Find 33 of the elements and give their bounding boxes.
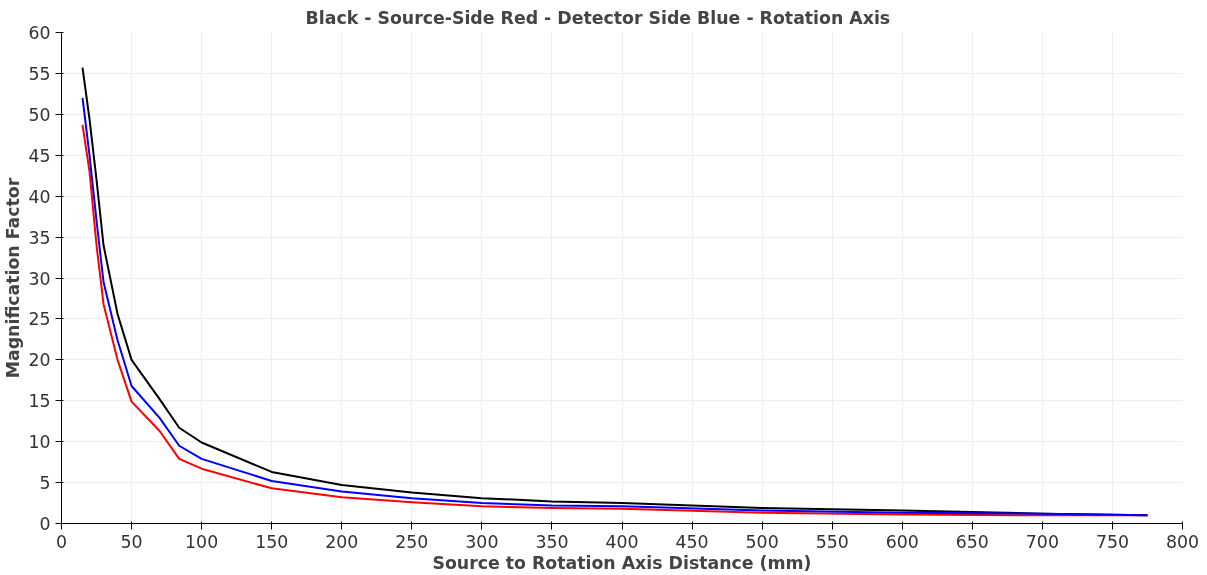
y-axis-title: Magnification Factor [3, 177, 24, 379]
x-tick-label: 300 [465, 531, 499, 552]
y-tick-label: 15 [28, 391, 51, 412]
y-tick-label: 55 [28, 63, 51, 84]
x-tick-label: 500 [745, 531, 779, 552]
y-tick-label: 40 [28, 186, 51, 207]
x-tick-label: 100 [185, 531, 219, 552]
x-tick-label: 450 [675, 531, 709, 552]
y-tick-label: 20 [28, 350, 51, 371]
x-tick-label: 250 [395, 531, 429, 552]
x-tick-label: 0 [55, 531, 68, 552]
y-tick-label: 10 [28, 432, 51, 453]
x-tick-label: 650 [955, 531, 989, 552]
x-tick-label: 750 [1095, 531, 1129, 552]
x-tick-label: 400 [605, 531, 639, 552]
y-tick-label: 60 [28, 23, 51, 43]
y-tick-label: 30 [28, 268, 51, 289]
y-tick-label: 0 [39, 514, 51, 534]
y-tick-label: 45 [28, 145, 51, 166]
y-tick-label: 5 [39, 473, 51, 494]
x-tick-label: 50 [120, 531, 143, 552]
x-tick-label: 150 [255, 531, 289, 552]
x-tick-label: 700 [1025, 531, 1059, 552]
y-tick-label: 35 [28, 227, 51, 248]
x-tick-label: 550 [815, 531, 849, 552]
x-tick-label: 600 [885, 531, 919, 552]
chart-title: Black - Source-Side Red - Detector Side Blue - Rotation Axis [305, 7, 891, 28]
y-tick-label: 50 [28, 104, 51, 125]
x-axis-title: Source to Rotation Axis Distance (mm) [432, 552, 812, 573]
x-tick-label: 800 [1165, 531, 1200, 552]
x-tick-label: 200 [325, 531, 359, 552]
x-tick-label: 350 [535, 531, 569, 552]
y-tick-label: 25 [28, 309, 51, 330]
